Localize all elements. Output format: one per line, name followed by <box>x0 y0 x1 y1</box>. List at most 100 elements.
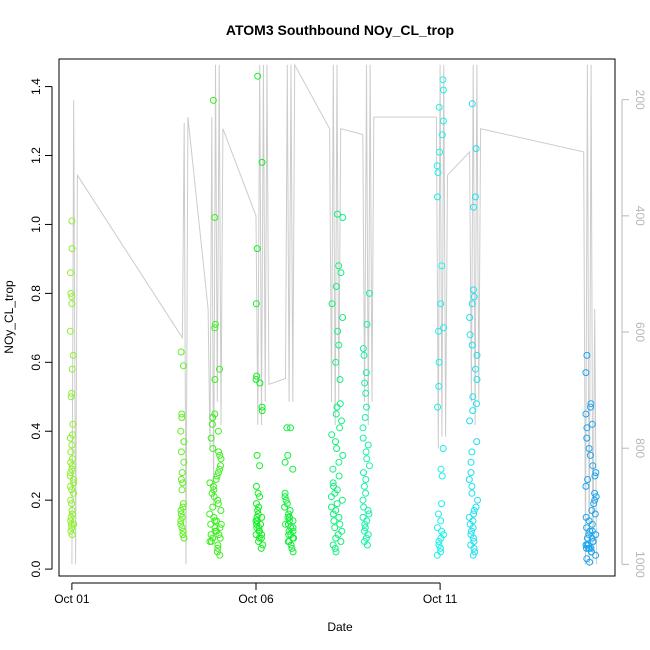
data-point <box>583 544 590 552</box>
data-point <box>207 434 215 442</box>
data-point <box>68 507 76 514</box>
data-point <box>473 438 481 446</box>
data-point <box>587 548 595 556</box>
right-tick-label: 200 <box>633 90 647 110</box>
data-point <box>360 482 368 490</box>
data-point <box>68 441 76 449</box>
data-point <box>68 245 76 253</box>
data-point <box>329 465 337 473</box>
data-point <box>591 489 599 497</box>
data-point <box>582 369 590 377</box>
data-point <box>208 420 216 428</box>
data-point <box>289 517 297 525</box>
data-point <box>69 420 77 428</box>
data-point <box>582 482 590 490</box>
data-point <box>216 534 224 542</box>
data-point <box>439 117 447 125</box>
x-axis: Oct 01 Oct 06 Oct 11 <box>54 582 458 606</box>
right-tick-label: 800 <box>633 438 647 458</box>
data-point <box>363 455 371 463</box>
chart-title: ATOM3 Southbound NOy_CL_trop <box>226 22 454 38</box>
data-point <box>254 510 262 518</box>
y-tick-label: 0.2 <box>29 492 43 509</box>
data-point <box>284 451 292 459</box>
data-point <box>433 524 441 532</box>
data-point <box>363 403 370 411</box>
data-point <box>360 469 367 477</box>
y-tick-label: 0.4 <box>29 423 43 440</box>
data-point <box>178 469 186 477</box>
data-point <box>586 527 594 535</box>
data-point <box>67 448 75 456</box>
data-point <box>217 455 225 463</box>
data-point <box>258 513 266 521</box>
data-point <box>67 482 74 490</box>
data-point <box>361 379 369 387</box>
data-point <box>329 479 337 487</box>
data-point <box>179 527 187 535</box>
data-point <box>216 451 224 459</box>
data-point <box>338 417 345 425</box>
data-point <box>68 531 76 539</box>
x-tick-label: Oct 06 <box>238 592 274 606</box>
data-point <box>592 493 600 501</box>
data-point <box>586 558 593 566</box>
data-point <box>592 551 600 559</box>
data-point <box>330 482 337 490</box>
data-point <box>69 510 76 518</box>
data-point <box>588 420 596 428</box>
data-point <box>289 465 297 473</box>
data-point <box>587 403 595 411</box>
data-point <box>583 351 591 359</box>
data-point <box>255 524 263 532</box>
data-point <box>285 531 293 539</box>
data-point <box>214 469 222 477</box>
data-point <box>207 531 215 539</box>
data-point <box>363 320 371 328</box>
data-point <box>178 513 186 521</box>
data-point <box>208 489 216 497</box>
data-point <box>433 162 441 170</box>
data-point <box>211 376 219 383</box>
data-point <box>365 289 373 297</box>
data-point <box>282 520 289 528</box>
data-point <box>256 462 264 470</box>
data-point <box>180 534 188 542</box>
data-point <box>586 451 594 459</box>
data-point <box>467 531 475 539</box>
data-point <box>287 424 294 432</box>
data-point <box>177 348 185 356</box>
data-point <box>361 520 369 528</box>
data-point <box>364 531 372 539</box>
data-point <box>467 469 475 477</box>
data-point <box>439 76 447 84</box>
data-point <box>468 527 475 535</box>
data-point <box>474 496 481 504</box>
data-point <box>439 86 447 94</box>
data-point <box>468 482 476 490</box>
data-point <box>437 534 445 542</box>
data-point <box>336 376 344 383</box>
data-point <box>327 493 335 501</box>
data-point <box>211 410 219 418</box>
data-point <box>285 527 293 535</box>
data-point <box>433 551 441 559</box>
data-point <box>438 131 446 139</box>
data-point <box>67 496 75 504</box>
y-tick-label: 0.6 <box>29 354 43 371</box>
data-point <box>468 489 476 497</box>
data-point <box>253 513 261 521</box>
data-point <box>334 210 341 218</box>
x-tick-label: Oct 01 <box>54 592 90 606</box>
data-point <box>438 527 446 535</box>
data-point <box>337 538 345 545</box>
data-point <box>258 403 266 411</box>
data-point <box>211 324 219 332</box>
data-point <box>283 424 291 432</box>
data-point <box>334 327 342 335</box>
data-point <box>178 524 186 532</box>
data-point <box>256 493 264 501</box>
data-point <box>592 531 600 539</box>
data-point <box>179 531 187 539</box>
